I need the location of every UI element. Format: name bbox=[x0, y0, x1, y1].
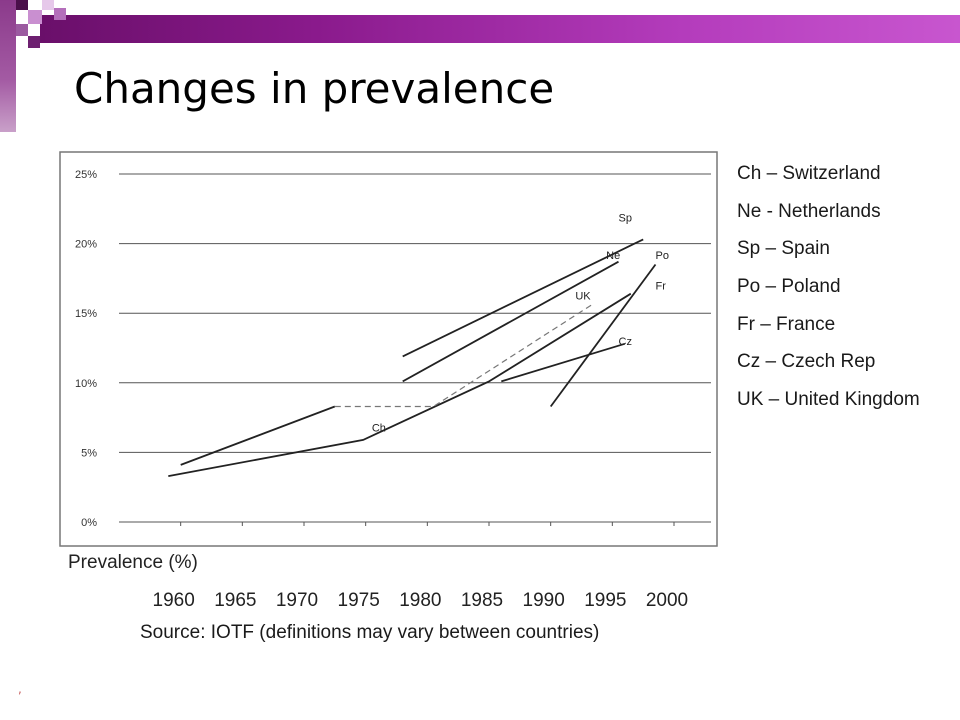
y-tick-label: 5% bbox=[81, 447, 97, 459]
decorative-square bbox=[42, 0, 54, 10]
x-tick-label: 1980 bbox=[399, 590, 441, 611]
series-lines bbox=[168, 238, 657, 477]
series-line-po bbox=[549, 263, 657, 408]
decorative-square bbox=[54, 8, 66, 20]
x-tick-label: 1970 bbox=[276, 590, 318, 611]
x-tick-label: 1975 bbox=[338, 590, 380, 611]
series-line-uk bbox=[334, 302, 595, 408]
x-tick-label: 1990 bbox=[523, 590, 565, 611]
y-tick-label: 20% bbox=[75, 239, 97, 251]
series-label-cz: Cz bbox=[619, 336, 632, 348]
legend-item-cz: Cz – Czech Rep bbox=[737, 351, 876, 373]
x-tick-labels: 1960 1965 1970 1975 1980 1985 1990 1995 2000 bbox=[153, 522, 688, 611]
legend-item-uk: UK – United Kingdom bbox=[737, 389, 920, 411]
legend-item-ch: Ch – Switzerland bbox=[737, 163, 881, 184]
legend-item-fr: Fr – France bbox=[737, 313, 836, 335]
legend: Ch – Switzerland Ne - Netherlands Sp – S… bbox=[737, 160, 957, 424]
decorative-header-bar bbox=[40, 15, 960, 43]
y-tick-labels: 0% 5% 10% 15% 20% 25% bbox=[75, 169, 97, 529]
x-tick-label: 1985 bbox=[461, 590, 503, 611]
series-label-po: Po bbox=[656, 250, 669, 262]
series-label-fr: Fr bbox=[656, 281, 667, 293]
page-mark: , bbox=[18, 682, 22, 696]
legend-item-ne: Ne - Netherlands bbox=[737, 200, 881, 222]
legend-item-po: Po – Poland bbox=[737, 276, 841, 298]
x-tick-label: 1965 bbox=[214, 590, 256, 611]
decorative-square bbox=[28, 36, 40, 48]
legend-item-sp: Sp – Spain bbox=[737, 238, 830, 260]
x-tick-label: 1960 bbox=[153, 590, 195, 611]
series-labels: Sp Ne Po UK Fr Cz Ch bbox=[372, 212, 669, 434]
decorative-square bbox=[28, 10, 42, 24]
series-label-uk: UK bbox=[575, 290, 591, 302]
series-label-ne: Ne bbox=[606, 250, 620, 262]
series-line-ch bbox=[168, 292, 632, 477]
series-line-sp bbox=[402, 238, 644, 358]
series-label-sp: Sp bbox=[619, 212, 632, 224]
series-line-ch bbox=[180, 405, 336, 466]
y-axis-label: Prevalence (%) bbox=[68, 552, 198, 573]
y-tick-label: 15% bbox=[75, 308, 97, 320]
x-tick-label: 1995 bbox=[584, 590, 626, 611]
series-label-ch: Ch bbox=[372, 423, 386, 435]
page-title: Changes in prevalence bbox=[74, 64, 555, 113]
series-line-cz bbox=[501, 342, 625, 383]
decorative-square bbox=[16, 24, 28, 36]
y-tick-label: 10% bbox=[75, 378, 97, 390]
source-note: Source: IOTF (definitions may vary betwe… bbox=[140, 622, 600, 643]
series-line-ne bbox=[402, 260, 619, 383]
decorative-vertical-bar bbox=[0, 0, 16, 132]
x-tick-label: 2000 bbox=[646, 590, 688, 611]
plot-frame bbox=[59, 151, 718, 547]
decorative-square bbox=[16, 0, 28, 10]
y-tick-label: 25% bbox=[75, 169, 97, 181]
y-tick-label: 0% bbox=[81, 517, 97, 529]
